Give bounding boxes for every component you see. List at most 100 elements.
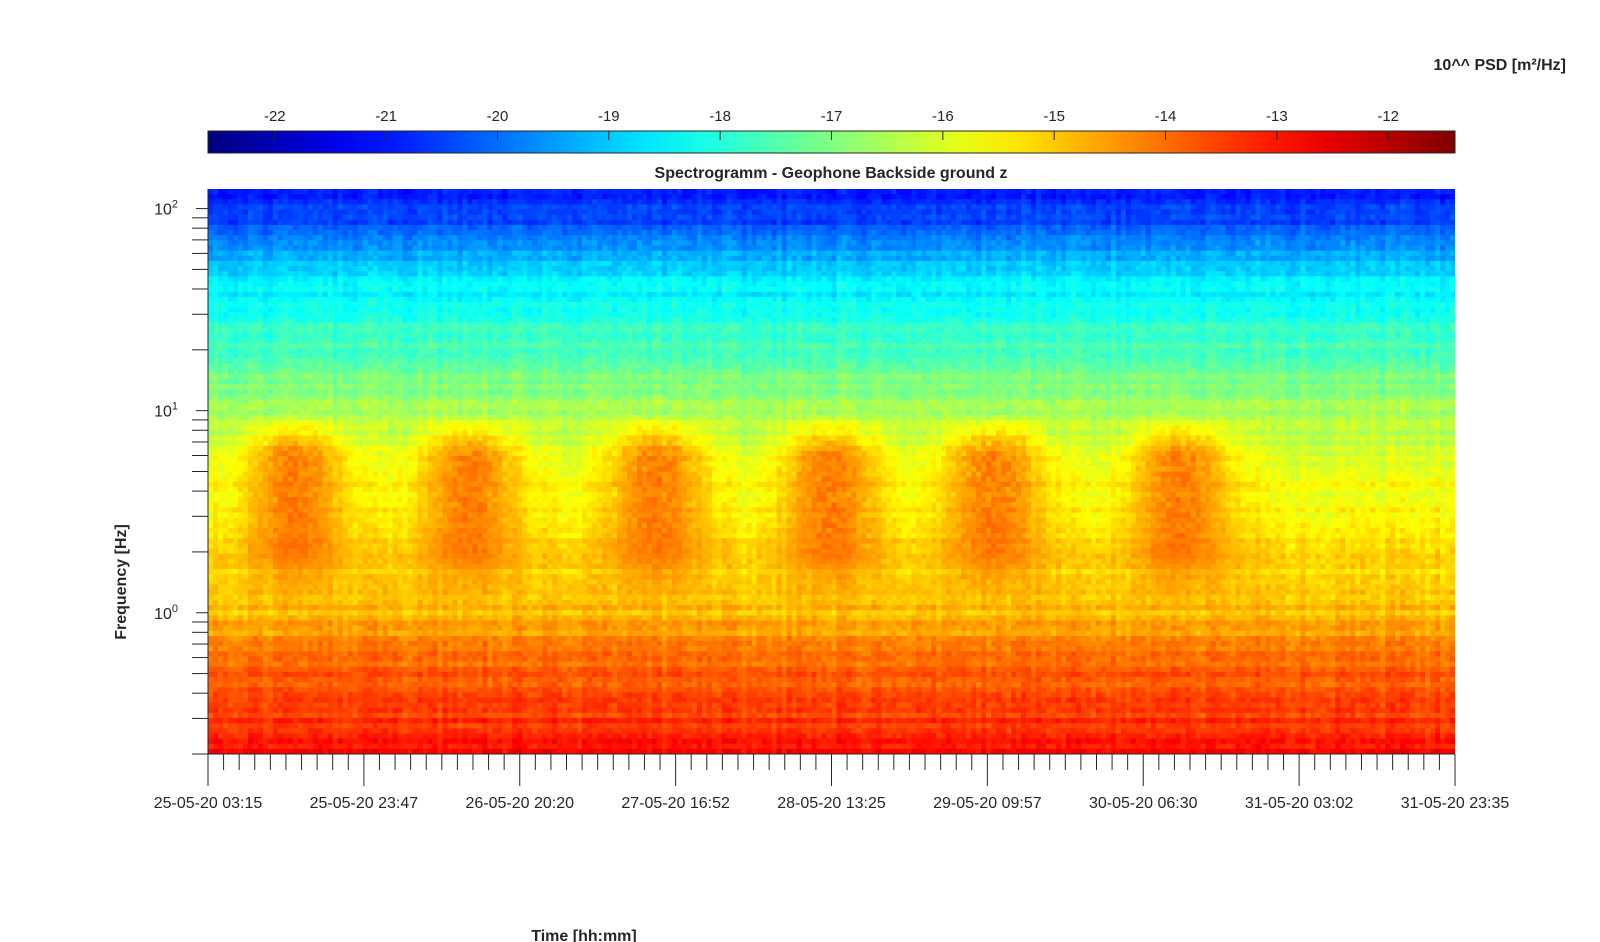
heatmap-cell xyxy=(228,405,234,411)
heatmap-cell xyxy=(427,610,433,616)
heatmap-cell xyxy=(308,682,314,688)
heatmap-cell xyxy=(243,507,249,513)
heatmap-cell xyxy=(313,564,319,570)
heatmap-cell xyxy=(427,297,433,303)
heatmap-cell xyxy=(238,615,244,621)
heatmap-cell xyxy=(318,436,324,442)
heatmap-cell xyxy=(413,733,419,739)
heatmap-cell xyxy=(422,713,428,719)
heatmap-cell xyxy=(328,312,334,318)
heatmap-cell xyxy=(358,235,364,241)
heatmap-cell xyxy=(238,708,244,714)
heatmap-cell xyxy=(348,543,354,549)
heatmap-cell xyxy=(338,523,344,529)
heatmap-cell xyxy=(363,400,369,406)
heatmap-cell xyxy=(358,559,364,565)
heatmap-cell xyxy=(218,441,224,447)
heatmap-cell xyxy=(348,389,354,395)
heatmap-cell xyxy=(273,430,279,436)
heatmap-cell xyxy=(348,487,354,493)
heatmap-cell xyxy=(288,497,294,503)
heatmap-cell xyxy=(418,246,424,252)
heatmap-cell xyxy=(283,533,289,539)
heatmap-cell xyxy=(318,528,324,534)
heatmap-cell xyxy=(363,287,369,293)
heatmap-cell xyxy=(268,559,274,565)
heatmap-cell xyxy=(268,379,274,385)
heatmap-cell xyxy=(308,446,314,452)
heatmap-cell xyxy=(383,425,389,431)
heatmap-cell xyxy=(383,446,389,452)
heatmap-cell xyxy=(258,312,264,318)
heatmap-cell xyxy=(298,636,304,642)
heatmap-cell xyxy=(333,554,339,560)
heatmap-cell xyxy=(268,271,274,277)
heatmap-cell xyxy=(208,662,214,668)
heatmap-cell xyxy=(348,430,354,436)
heatmap-cell xyxy=(278,441,284,447)
heatmap-cell xyxy=(388,507,394,513)
heatmap-cell xyxy=(228,312,234,318)
heatmap-cell xyxy=(278,600,284,606)
heatmap-cell xyxy=(413,569,419,575)
heatmap-cell xyxy=(298,733,304,739)
heatmap-cell xyxy=(208,620,214,626)
colorbar-tick-label: -20 xyxy=(487,108,509,125)
heatmap-cell xyxy=(218,605,224,611)
heatmap-cell xyxy=(422,369,428,375)
heatmap-cell xyxy=(303,605,309,611)
heatmap-cell xyxy=(213,636,219,642)
heatmap-cell xyxy=(318,297,324,303)
heatmap-cell xyxy=(228,513,234,519)
heatmap-cell xyxy=(223,703,229,709)
heatmap-cell xyxy=(223,472,229,478)
heatmap-cell xyxy=(373,451,379,457)
heatmap-cell xyxy=(378,281,384,287)
heatmap-cell xyxy=(288,559,294,565)
heatmap-cell xyxy=(313,389,319,395)
heatmap-cell xyxy=(368,261,374,267)
heatmap-cell xyxy=(328,538,334,544)
heatmap-cell xyxy=(223,317,229,323)
heatmap-cell xyxy=(233,199,239,205)
heatmap-cell xyxy=(273,528,279,534)
heatmap-cell xyxy=(298,441,304,447)
heatmap-cell xyxy=(238,446,244,452)
heatmap-cell xyxy=(353,497,359,503)
heatmap-cell xyxy=(308,281,314,287)
heatmap-cell xyxy=(313,667,319,673)
heatmap-cell xyxy=(378,240,384,246)
heatmap-cell xyxy=(233,436,239,442)
heatmap-cell xyxy=(303,667,309,673)
heatmap-cell xyxy=(243,569,249,575)
heatmap-cell xyxy=(308,430,314,436)
heatmap-cell xyxy=(368,574,374,580)
heatmap-cell xyxy=(233,615,239,621)
heatmap-cell xyxy=(258,199,264,205)
heatmap-cell xyxy=(313,703,319,709)
heatmap-cell xyxy=(278,472,284,478)
heatmap-cell xyxy=(418,533,424,539)
heatmap-cell xyxy=(408,698,414,704)
heatmap-cell xyxy=(383,225,389,231)
heatmap-cell xyxy=(328,523,334,529)
heatmap-cell xyxy=(318,677,324,683)
heatmap-cell xyxy=(313,307,319,313)
heatmap-cell xyxy=(228,199,234,205)
heatmap-cell xyxy=(288,436,294,442)
heatmap-cell xyxy=(398,307,404,313)
heatmap-cell xyxy=(308,549,314,555)
heatmap-cell xyxy=(293,230,299,236)
heatmap-cell xyxy=(213,364,219,370)
heatmap-cell xyxy=(243,492,249,498)
heatmap-cell xyxy=(413,739,419,745)
heatmap-cell xyxy=(238,600,244,606)
heatmap-cell xyxy=(373,569,379,575)
heatmap-cell xyxy=(358,533,364,539)
heatmap-cell xyxy=(398,210,404,216)
heatmap-cell xyxy=(313,456,319,462)
heatmap-cell xyxy=(273,744,279,750)
heatmap-cell xyxy=(288,369,294,375)
heatmap-cell xyxy=(223,430,229,436)
heatmap-cell xyxy=(223,389,229,395)
